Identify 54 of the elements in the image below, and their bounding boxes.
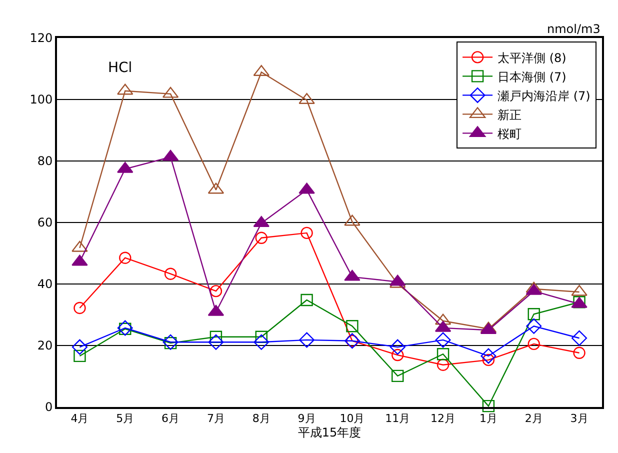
point [300,294,313,306]
point [572,330,588,346]
point [164,268,177,280]
y-tick-label: 0 [44,400,53,414]
y-axis-title: nmol/m3 [547,22,600,36]
point [72,339,88,355]
point [435,332,451,348]
y-tick-label: 60 [37,216,53,230]
x-tick-label: 9月 [298,412,316,426]
x-tick-label: 4月 [70,412,89,426]
point [74,302,86,314]
point [436,358,450,371]
point [255,232,268,244]
x-tick-label: 8月 [252,412,270,426]
y-tick-label: 20 [37,338,53,353]
annotation: HCl [108,60,132,76]
point [300,226,313,240]
point [482,354,495,366]
point [346,320,358,332]
x-tick-label: 10月 [340,412,365,426]
x-tick-label: 11月 [385,412,410,426]
point [573,346,586,359]
point [526,318,542,334]
legend-label: 太平洋側 (8) [498,50,566,65]
y-tick-label: 80 [37,154,53,168]
point [480,348,496,364]
point [74,350,86,362]
point [436,348,450,360]
point [299,332,315,348]
legend-label: 瀬戸内海沿岸 (7) [498,88,590,103]
point [119,252,132,264]
x-tick-label: 12月 [430,412,456,426]
point [210,284,222,298]
x-axis-title: 平成15年度 [298,426,362,440]
y-tick-label: 120 [30,31,53,46]
y-tick-label: 100 [30,92,53,107]
point [528,338,540,350]
legend-label: 日本海側 (7) [498,70,566,84]
legend-label: 桜町 [498,126,522,141]
point [208,334,224,350]
point [254,334,270,350]
x-tick-label: 1月 [479,412,498,426]
x-tick-label: 6月 [162,412,180,426]
point [392,348,404,362]
x-tick-label: 5月 [116,412,134,426]
y-tick-label: 40 [37,277,53,292]
x-tick-label: 3月 [570,412,588,426]
point [528,308,540,320]
point [482,400,495,412]
legend-label: 新正 [498,108,522,122]
x-tick-label: 2月 [524,412,543,426]
point [390,339,406,355]
point [392,370,404,382]
x-tick-label: 7月 [206,412,225,426]
